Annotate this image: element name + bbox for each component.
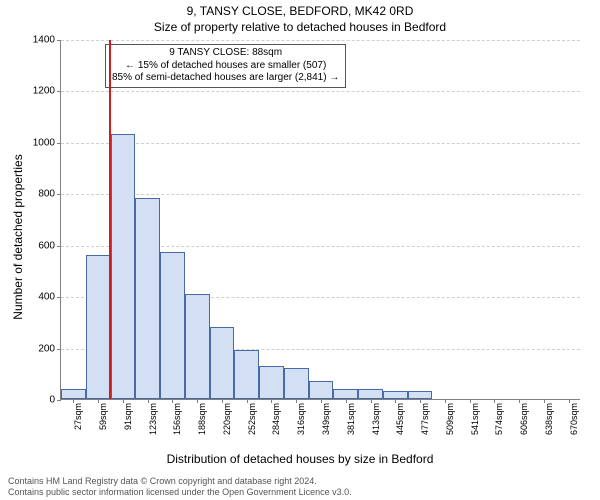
footer-line-1: Contains HM Land Registry data © Crown c… (8, 476, 352, 487)
page-title: 9, TANSY CLOSE, BEDFORD, MK42 0RD (0, 4, 600, 18)
gridline (61, 91, 580, 92)
x-tick-label: 316sqm (296, 403, 306, 435)
x-tick-label: 477sqm (420, 403, 430, 435)
page-subtitle: Size of property relative to detached ho… (0, 20, 600, 34)
x-tick-label: 638sqm (544, 403, 554, 435)
y-tick-mark (57, 40, 61, 41)
x-tick-label: 445sqm (395, 403, 405, 435)
y-tick-mark (57, 400, 61, 401)
annotation-line: 85% of semi-detached houses are larger (… (112, 72, 339, 85)
y-tick-label: 1400 (33, 35, 55, 46)
y-tick-mark (57, 246, 61, 247)
x-tick-label: 284sqm (271, 403, 281, 435)
y-tick-mark (57, 297, 61, 298)
histogram-bar (135, 198, 160, 399)
footer-attribution: Contains HM Land Registry data © Crown c… (8, 476, 352, 498)
x-tick-label: 123sqm (148, 403, 158, 435)
y-tick-label: 0 (49, 395, 55, 406)
histogram-bar (160, 252, 185, 399)
footer-line-2: Contains public sector information licen… (8, 487, 352, 498)
y-tick-mark (57, 194, 61, 195)
x-tick-label: 381sqm (346, 403, 356, 435)
x-tick-label: 91sqm (123, 403, 133, 430)
y-tick-mark (57, 143, 61, 144)
x-tick-label: 670sqm (569, 403, 579, 435)
histogram-bar (234, 350, 259, 399)
chart-container: 9, TANSY CLOSE, BEDFORD, MK42 0RD Size o… (0, 0, 600, 500)
histogram-bar (383, 391, 408, 399)
histogram-bar (61, 389, 86, 399)
histogram-bar (210, 327, 235, 399)
gridline (61, 143, 580, 144)
y-tick-label: 600 (38, 240, 55, 251)
x-tick-label: 541sqm (470, 403, 480, 435)
histogram-bar (408, 391, 433, 399)
y-tick-label: 800 (38, 189, 55, 200)
x-tick-label: 156sqm (172, 403, 182, 435)
gridline (61, 194, 580, 195)
x-tick-label: 27sqm (73, 403, 83, 430)
y-axis-label: Number of detached properties (11, 107, 25, 367)
histogram-bar (259, 366, 284, 399)
histogram-bar (111, 134, 136, 399)
gridline (61, 40, 580, 41)
x-tick-label: 509sqm (445, 403, 455, 435)
x-tick-label: 188sqm (197, 403, 207, 435)
x-tick-label: 220sqm (222, 403, 232, 435)
y-tick-label: 1000 (33, 137, 55, 148)
x-tick-label: 59sqm (98, 403, 108, 430)
x-tick-label: 349sqm (321, 403, 331, 435)
y-tick-label: 400 (38, 292, 55, 303)
annotation-line: 9 TANSY CLOSE: 88sqm (112, 47, 339, 60)
reference-line (109, 40, 111, 399)
histogram-bar (284, 368, 309, 399)
histogram-bar (358, 389, 383, 399)
x-tick-label: 606sqm (519, 403, 529, 435)
histogram-bar (185, 294, 210, 399)
annotation-line: ← 15% of detached houses are smaller (50… (112, 60, 339, 73)
y-tick-label: 1200 (33, 86, 55, 97)
x-tick-label: 574sqm (494, 403, 504, 435)
histogram-bar (86, 255, 111, 399)
histogram-bar (309, 381, 334, 399)
x-tick-label: 252sqm (247, 403, 257, 435)
x-tick-label: 413sqm (371, 403, 381, 435)
y-tick-mark (57, 349, 61, 350)
plot-area: 9 TANSY CLOSE: 88sqm← 15% of detached ho… (60, 40, 580, 400)
y-tick-mark (57, 91, 61, 92)
x-axis-label: Distribution of detached houses by size … (0, 452, 600, 466)
annotation-box: 9 TANSY CLOSE: 88sqm← 15% of detached ho… (105, 44, 346, 88)
histogram-bar (333, 389, 358, 399)
y-tick-label: 200 (38, 343, 55, 354)
